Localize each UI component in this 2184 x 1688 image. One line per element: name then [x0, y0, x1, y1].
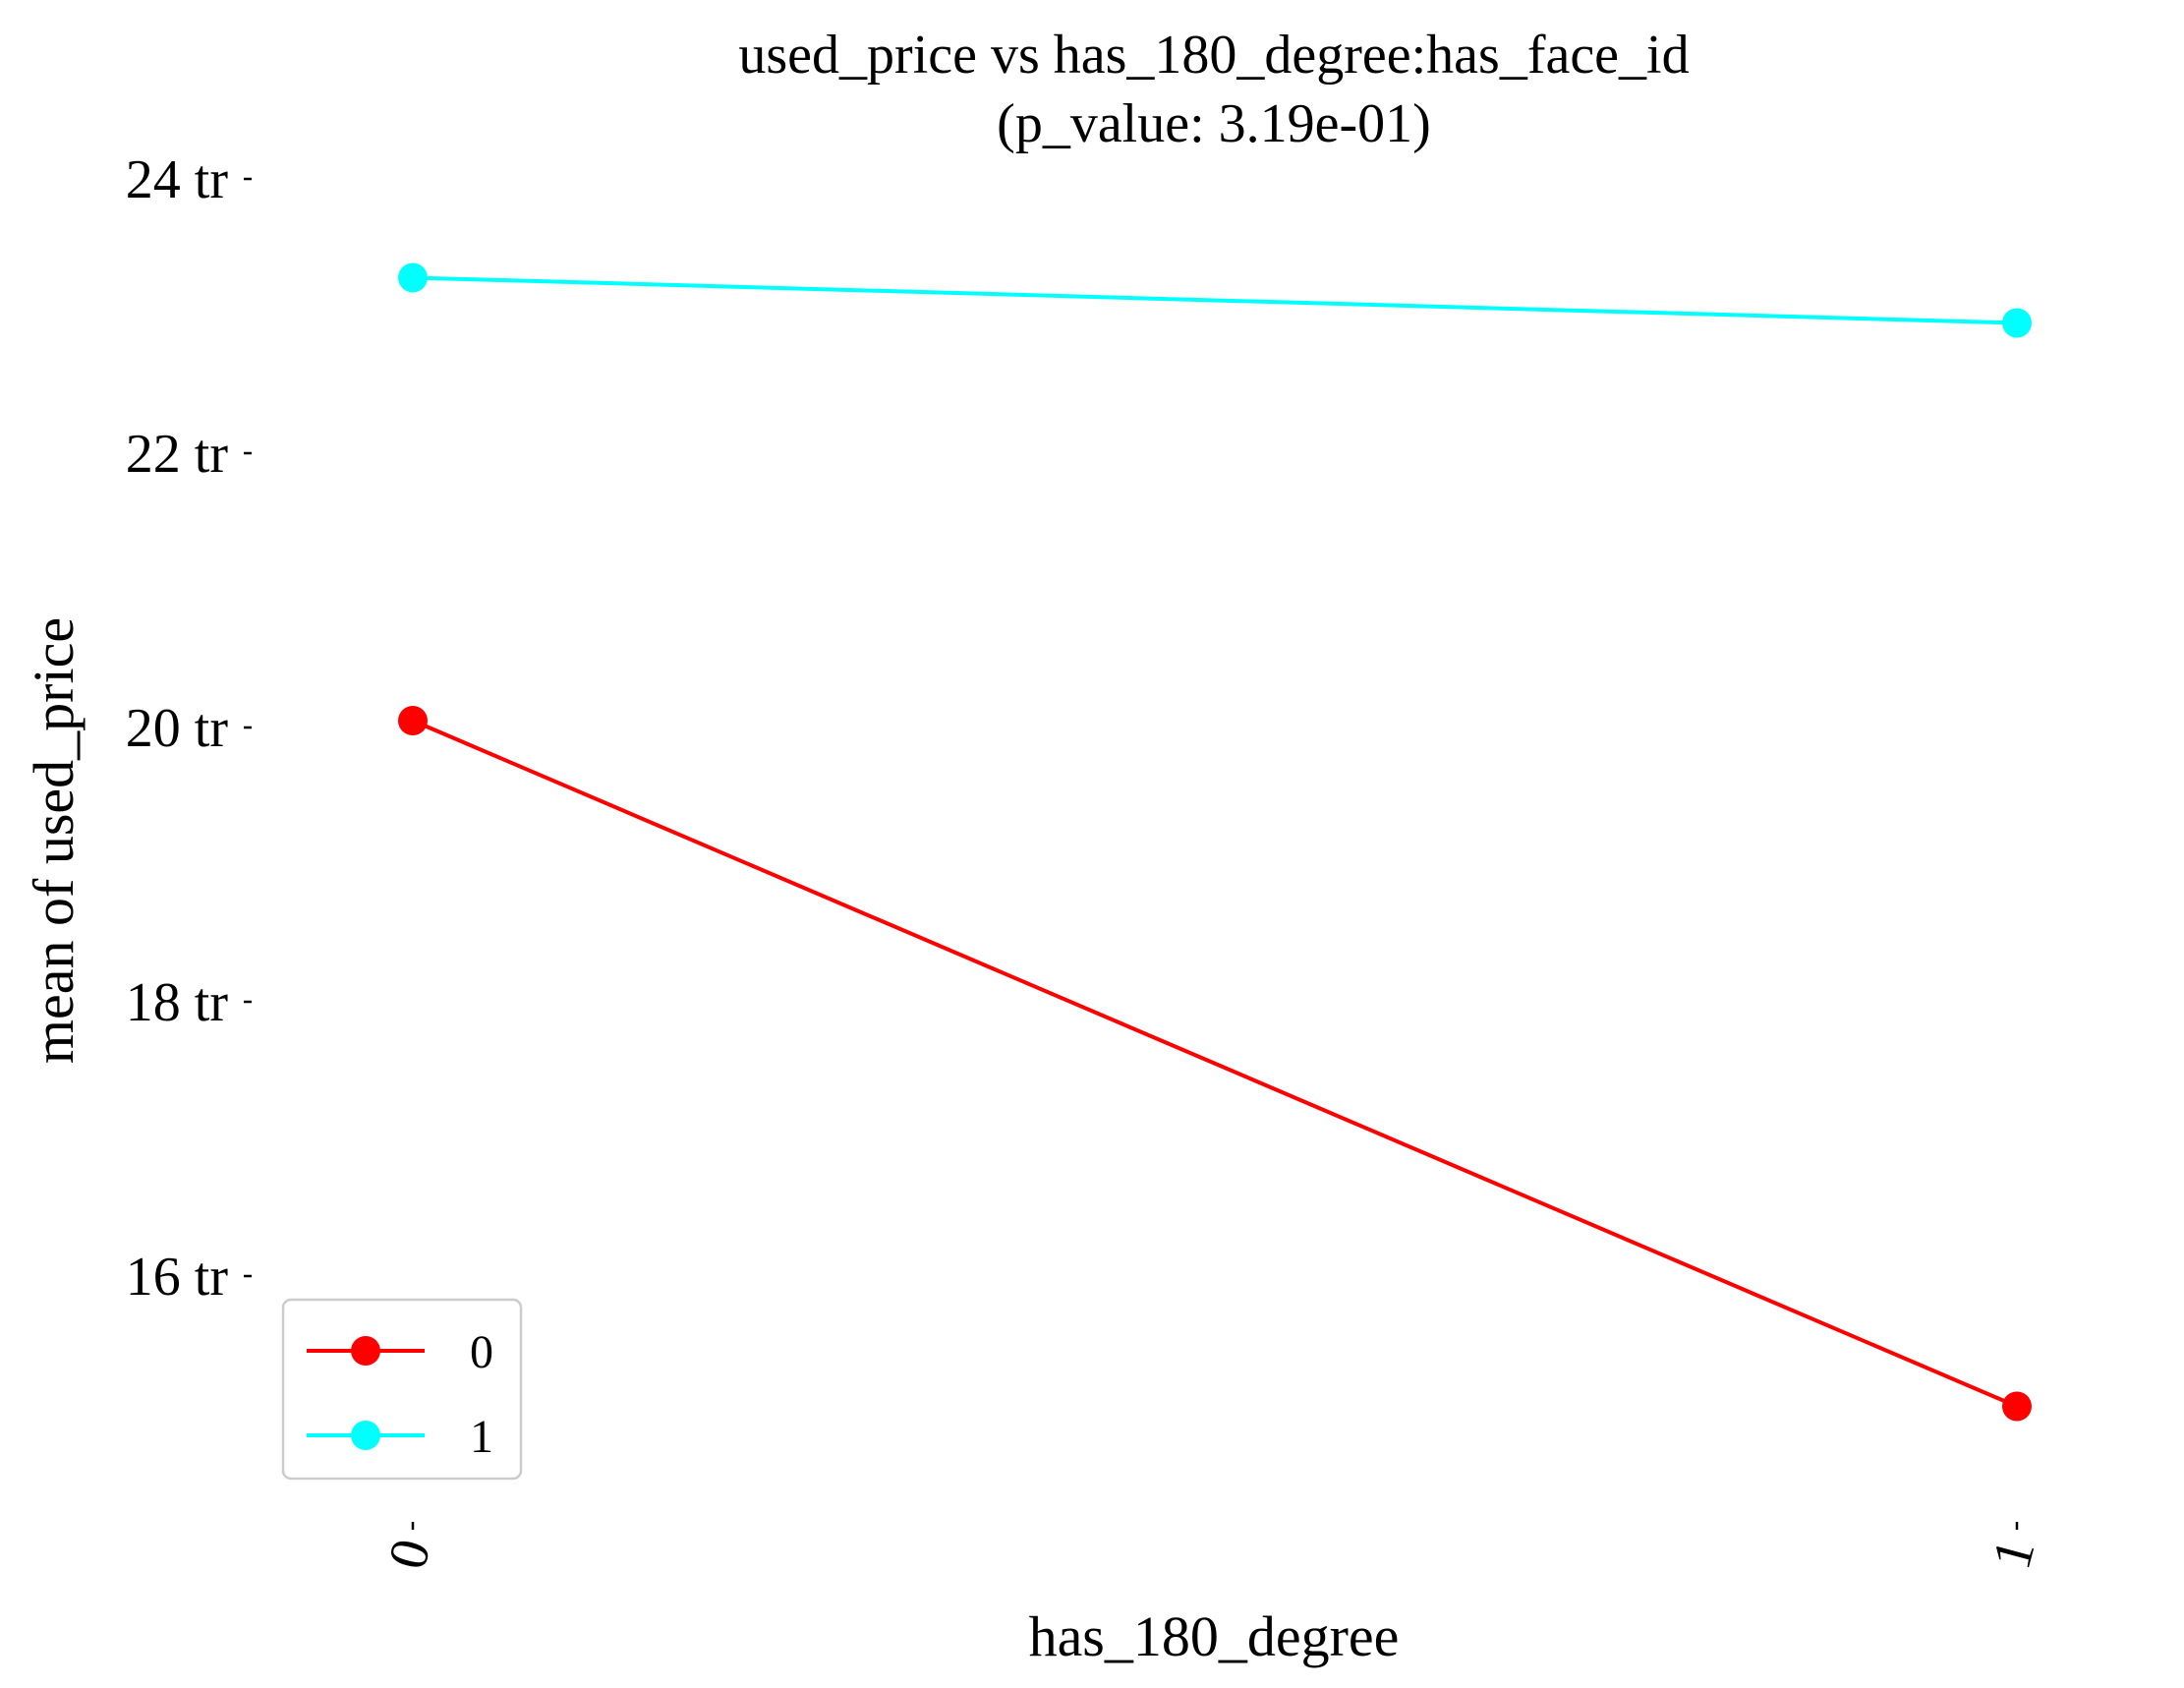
y-axis: 16 tr 18 tr 20 tr 22 tr 24 tr — [126, 149, 252, 1308]
series-line — [412, 275, 2018, 325]
series-0 — [398, 706, 2032, 1422]
y-tick-label: 22 tr — [126, 424, 229, 485]
legend-entry: 0 — [307, 1326, 493, 1378]
y-tick-label: 18 tr — [126, 972, 229, 1033]
data-point — [2002, 308, 2032, 338]
series-line — [412, 719, 2018, 1409]
y-tick-label: 24 tr — [126, 149, 229, 210]
series-layer — [398, 262, 2032, 1422]
legend-swatch-marker — [351, 1336, 380, 1366]
legend-entries: 01 — [307, 1326, 493, 1463]
legend-entry: 1 — [307, 1411, 493, 1463]
y-tick-label: 16 tr — [126, 1247, 229, 1308]
legend-swatch-marker — [351, 1421, 380, 1450]
x-axis-label: has_180_degree — [1029, 1604, 1400, 1668]
data-point — [398, 262, 428, 293]
data-point — [398, 706, 428, 736]
y-tick-label: 20 tr — [126, 698, 229, 759]
x-tick-label: 0 — [376, 1533, 442, 1575]
legend-label: 0 — [470, 1326, 493, 1378]
series-1 — [398, 262, 2032, 338]
legend: 01 — [281, 1298, 523, 1481]
y-axis-label: mean of used_price — [22, 617, 86, 1064]
chart-title: used_price vs has_180_degree:has_face_id — [738, 25, 1689, 86]
data-point — [2002, 1391, 2032, 1422]
legend-label: 1 — [470, 1411, 493, 1463]
x-tick-label: 1 — [1981, 1533, 2046, 1575]
chart-subtitle: (p_value: 3.19e-01) — [997, 93, 1431, 154]
